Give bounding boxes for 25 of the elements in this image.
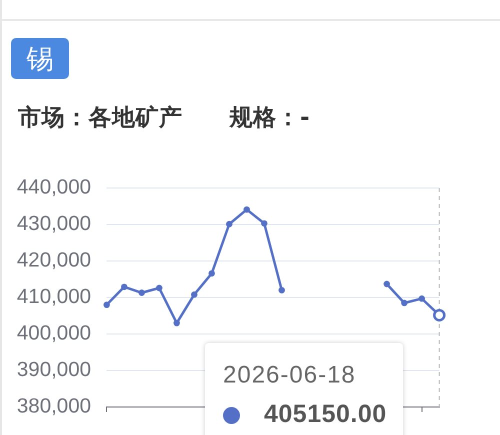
point [418, 295, 425, 302]
y-tick-label: 400,000 [16, 322, 91, 345]
point [261, 220, 268, 227]
annotation: 2026-06-18 [223, 362, 356, 389]
point [156, 284, 162, 292]
point [244, 206, 250, 213]
chart-title: 锡 [11, 38, 69, 79]
point [401, 300, 408, 306]
point [208, 270, 215, 277]
point [121, 284, 128, 290]
point [104, 302, 110, 308]
y-tick-label: 440,000 [16, 176, 91, 199]
point [138, 290, 145, 296]
point [384, 280, 390, 288]
y-tick-label: 380,000 [16, 394, 91, 418]
point [191, 291, 198, 298]
point [278, 287, 285, 294]
y-tick-label: 390,000 [16, 358, 91, 382]
point [226, 220, 232, 228]
chart-subtitle: 市场：各地矿产 规格：- [18, 105, 310, 131]
point [174, 320, 180, 326]
y-tick-label: 430,000 [16, 212, 91, 236]
y-tick-label: 420,000 [16, 248, 91, 272]
y-tick-label: 410,000 [16, 285, 91, 308]
annotation: 405150.00 [264, 400, 387, 428]
